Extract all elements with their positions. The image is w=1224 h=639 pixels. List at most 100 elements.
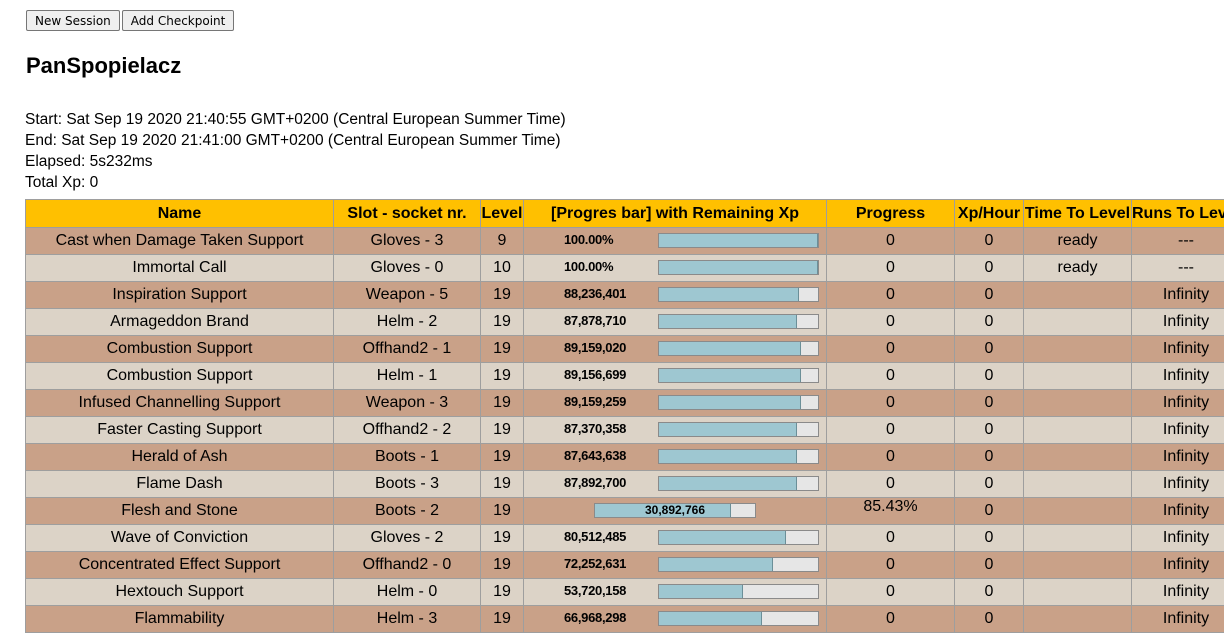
gem-xp-hour: 0 <box>954 551 1024 579</box>
remaining-xp: 89,159,020 <box>564 340 627 355</box>
progress-bar <box>658 476 819 491</box>
gem-level: 19 <box>480 281 524 309</box>
gem-level: 19 <box>480 497 524 525</box>
gem-runs-to-level: Infinity <box>1131 281 1224 309</box>
gem-runs-to-level: Infinity <box>1131 362 1224 390</box>
col-xp-hour: Xp/Hour <box>954 199 1024 228</box>
progress-bar-cell: 100.00% <box>523 227 827 255</box>
gem-runs-to-level: Infinity <box>1131 605 1224 633</box>
start-time: Start: Sat Sep 19 2020 21:40:55 GMT+0200… <box>25 111 566 128</box>
remaining-xp: 87,643,638 <box>564 448 627 463</box>
gem-slot: Helm - 1 <box>333 362 481 390</box>
gem-slot: Boots - 2 <box>333 497 481 525</box>
gem-level: 19 <box>480 524 524 552</box>
gem-slot: Offhand2 - 0 <box>333 551 481 579</box>
gem-name: Herald of Ash <box>25 443 334 471</box>
col-name: Name <box>25 199 334 228</box>
table-row: Armageddon Brand Helm - 2 19 87,878,710 … <box>25 308 1224 336</box>
gem-level: 19 <box>480 335 524 363</box>
gem-slot: Offhand2 - 1 <box>333 335 481 363</box>
progress-bar-fill <box>659 369 801 382</box>
progress-bar <box>658 260 819 275</box>
table-row: Infused Channelling Support Weapon - 3 1… <box>25 389 1224 417</box>
gem-runs-to-level: Infinity <box>1131 335 1224 363</box>
remaining-xp: 100.00% <box>564 232 614 247</box>
progress-bar-cell: 53,720,158 <box>523 578 827 606</box>
table-row: Inspiration Support Weapon - 5 19 88,236… <box>25 281 1224 309</box>
gem-time-to-level: ready <box>1023 227 1132 255</box>
gem-runs-to-level: Infinity <box>1131 389 1224 417</box>
remaining-xp: 87,878,710 <box>564 313 627 328</box>
remaining-xp: 89,156,699 <box>564 367 627 382</box>
progress-bar <box>658 449 819 464</box>
gem-name: Combustion Support <box>25 335 334 363</box>
gem-level: 19 <box>480 389 524 417</box>
col-slot: Slot - socket nr. <box>333 199 481 228</box>
table-row: Cast when Damage Taken Support Gloves - … <box>25 227 1224 255</box>
progress-bar-fill <box>659 261 818 274</box>
gem-runs-to-level: Infinity <box>1131 497 1224 525</box>
gem-table: Name Slot - socket nr. Level [Progres ba… <box>25 199 1224 633</box>
table-row: Flame Dash Boots - 3 19 87,892,700 0 0 I… <box>25 470 1224 498</box>
gem-name: Concentrated Effect Support <box>25 551 334 579</box>
gem-name: Armageddon Brand <box>25 308 334 336</box>
gem-progress: 0 <box>826 389 955 417</box>
progress-bar-cell: 66,968,298 <box>523 605 827 633</box>
gem-slot: Gloves - 0 <box>333 254 481 282</box>
gem-progress: 0 <box>826 524 955 552</box>
progress-bar-cell: 72,252,631 <box>523 551 827 579</box>
remaining-xp: 87,370,358 <box>564 421 627 436</box>
progress-bar-cell: 87,643,638 <box>523 443 827 471</box>
add-checkpoint-button[interactable]: Add Checkpoint <box>121 10 235 31</box>
gem-progress: 0 <box>826 227 955 255</box>
gem-xp-hour: 0 <box>954 308 1024 336</box>
gem-xp-hour: 0 <box>954 254 1024 282</box>
gem-slot: Offhand2 - 2 <box>333 416 481 444</box>
gem-runs-to-level: Infinity <box>1131 443 1224 471</box>
progress-bar-cell: 87,892,700 <box>523 470 827 498</box>
gem-time-to-level <box>1023 578 1132 606</box>
gem-level: 19 <box>480 308 524 336</box>
gem-xp-hour: 0 <box>954 335 1024 363</box>
progress-bar-fill <box>659 558 774 571</box>
gem-name: Flammability <box>25 605 334 633</box>
col-time-to-level: Time To Level <box>1023 199 1132 228</box>
gem-xp-hour: 0 <box>954 578 1024 606</box>
end-time: End: Sat Sep 19 2020 21:41:00 GMT+0200 (… <box>25 132 561 149</box>
progress-bar-fill <box>659 612 763 625</box>
gem-progress: 0 <box>826 362 955 390</box>
gem-name: Combustion Support <box>25 362 334 390</box>
remaining-xp: 72,252,631 <box>564 556 627 571</box>
col-runs-to-level: Runs To Level <box>1131 199 1224 228</box>
gem-level: 19 <box>480 362 524 390</box>
remaining-xp: 66,968,298 <box>564 610 627 625</box>
gem-progress: 0 <box>826 578 955 606</box>
gem-slot: Helm - 0 <box>333 578 481 606</box>
new-session-button[interactable]: New Session <box>26 10 120 31</box>
progress-bar-fill <box>659 396 801 409</box>
table-row: Flammability Helm - 3 19 66,968,298 0 0 … <box>25 605 1224 633</box>
remaining-xp: 80,512,485 <box>564 529 627 544</box>
progress-bar <box>658 287 819 302</box>
gem-progress: 0 <box>826 281 955 309</box>
progress-bar-cell: 89,156,699 <box>523 362 827 390</box>
gem-time-to-level <box>1023 524 1132 552</box>
gem-progress: 0 <box>826 254 955 282</box>
progress-bar-fill <box>659 342 801 355</box>
gem-xp-hour: 0 <box>954 470 1024 498</box>
remaining-xp: 30,892,766 <box>644 503 706 517</box>
progress-bar-fill <box>595 504 731 517</box>
gem-time-to-level: ready <box>1023 254 1132 282</box>
progress-bar-fill <box>659 477 798 490</box>
page-title: PanSpopielacz <box>26 53 182 78</box>
gem-xp-hour: 0 <box>954 605 1024 633</box>
gem-level: 19 <box>480 551 524 579</box>
gem-progress: 0 <box>826 308 955 336</box>
session-info: Start: Sat Sep 19 2020 21:40:55 GMT+0200… <box>25 109 566 193</box>
remaining-xp: 88,236,401 <box>564 286 627 301</box>
gem-progress: 0 <box>826 416 955 444</box>
gem-level: 9 <box>480 227 524 255</box>
progress-bar-cell: 88,236,401 <box>523 281 827 309</box>
gem-runs-to-level: Infinity <box>1131 524 1224 552</box>
gem-progress: 85.43% <box>826 497 955 525</box>
